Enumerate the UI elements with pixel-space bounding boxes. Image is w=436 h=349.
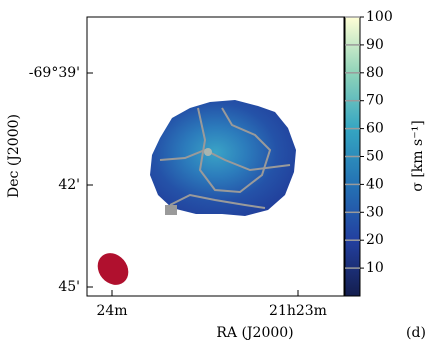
x-axis-label: RA (J2000) bbox=[216, 325, 293, 341]
contour bbox=[197, 107, 272, 194]
y-axis-label: Dec (J2000) bbox=[6, 114, 22, 198]
y-tick-label: -69°39' bbox=[29, 65, 80, 81]
colorbar-tick-label: 20 bbox=[366, 232, 384, 248]
x-tick-label: 21h23m bbox=[269, 303, 327, 319]
y-tick-label: 42' bbox=[58, 177, 80, 193]
colorbar-tick-label: 60 bbox=[366, 121, 384, 137]
beam bbox=[97, 253, 129, 285]
colorbar-tick-label: 40 bbox=[366, 176, 384, 192]
peak bbox=[204, 148, 212, 156]
colorbar-tick-label: 80 bbox=[366, 65, 384, 81]
colorbar-tick-label: 10 bbox=[366, 260, 384, 276]
colorbar-label: σ [km s⁻¹] bbox=[410, 120, 426, 191]
blank-pixels bbox=[165, 205, 177, 215]
colorbar-tick-label: 90 bbox=[366, 37, 384, 53]
colorbar-tick-label: 50 bbox=[366, 149, 384, 165]
y-tick-label: 45' bbox=[58, 279, 80, 295]
colorbar-tick-label: 30 bbox=[366, 204, 384, 220]
colorbar-tick-label: 100 bbox=[366, 9, 393, 25]
x-tick-label: 24m bbox=[96, 303, 127, 319]
colorbar-tick-label: 70 bbox=[366, 93, 384, 109]
contour bbox=[169, 193, 266, 209]
contour bbox=[159, 148, 291, 172]
panel-label: (d) bbox=[406, 325, 426, 341]
